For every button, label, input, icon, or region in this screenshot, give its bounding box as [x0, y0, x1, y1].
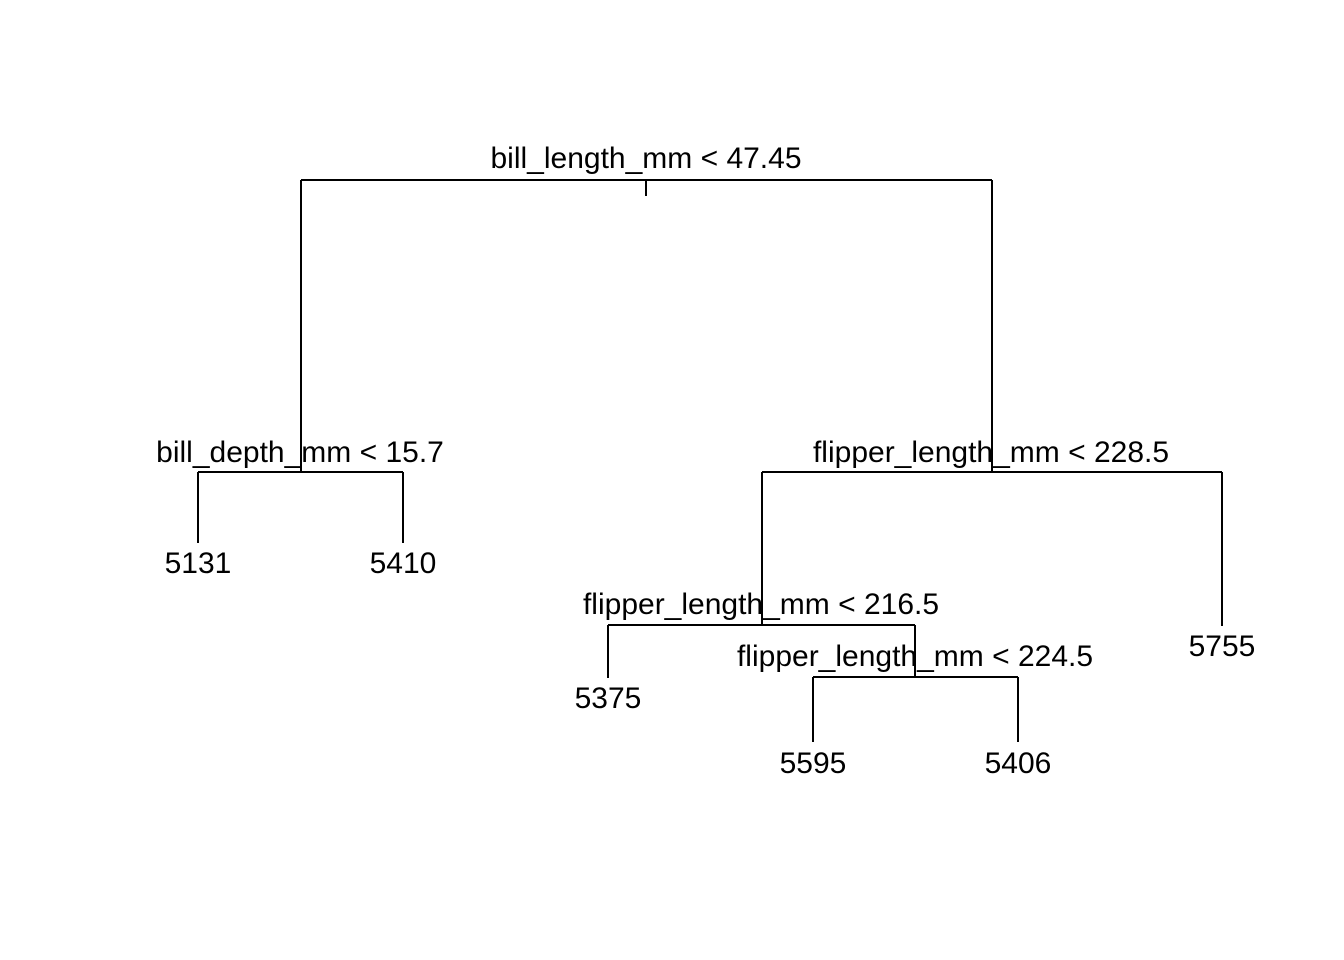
leaf-value: 5755: [1189, 630, 1256, 663]
split-label-left: bill_depth_mm < 15.7: [156, 436, 444, 469]
root-split: bill_length_mm < 47.45: [300, 142, 993, 472]
left-split: bill_depth_mm < 15.7 5131 5410: [156, 436, 444, 580]
split-label-root: bill_length_mm < 47.45: [490, 142, 801, 175]
leaf-value: 5406: [985, 747, 1052, 780]
leaf-value: 5410: [370, 547, 437, 580]
split-label-right-left-right: flipper_length_mm < 224.5: [737, 640, 1093, 673]
right-split: flipper_length_mm < 228.5 5755: [761, 436, 1256, 663]
split-label-right-left: flipper_length_mm < 216.5: [583, 588, 939, 621]
leaf-value: 5595: [780, 747, 847, 780]
leaf-value: 5131: [165, 547, 232, 580]
right-left-split: flipper_length_mm < 216.5 5375: [575, 588, 939, 715]
leaf-value: 5375: [575, 682, 642, 715]
right-left-right-split: flipper_length_mm < 224.5 5595 5406: [737, 640, 1093, 780]
split-label-right: flipper_length_mm < 228.5: [813, 436, 1169, 469]
